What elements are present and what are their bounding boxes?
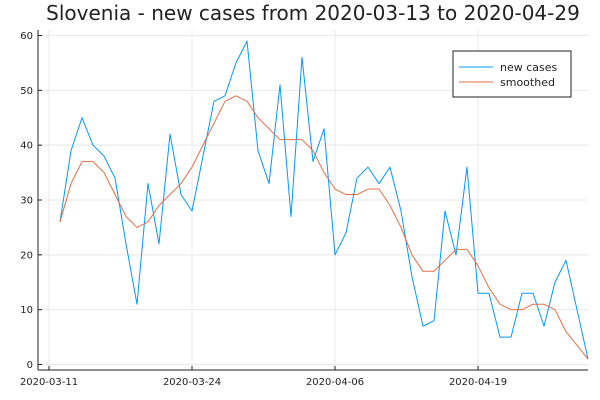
x-tick-label: 2020-03-24: [163, 377, 221, 388]
chart-title: Slovenia - new cases from 2020-03-13 to …: [46, 1, 580, 25]
x-tick-label: 2020-04-19: [449, 377, 507, 388]
legend-box: [452, 50, 572, 98]
x-tick-label: 2020-04-06: [306, 377, 364, 388]
legend-label: new cases: [500, 61, 558, 74]
series-lines: [59, 40, 589, 360]
series-line-smoothed: [59, 95, 589, 360]
legend: new cases smoothed: [452, 50, 572, 98]
x-tick-label: 2020-03-11: [20, 377, 78, 388]
y-tick-label: 50: [20, 86, 33, 97]
y-tick-label: 30: [20, 196, 33, 207]
y-tick-label: 40: [20, 141, 33, 152]
y-tick-label: 60: [20, 31, 33, 42]
tick-labels: 0 10 20 30 40 50 60 2020-03-11 2020-03-24 2020-04…: [20, 31, 507, 388]
y-tick-label: 10: [20, 305, 33, 316]
legend-label: smoothed: [500, 76, 555, 89]
y-tick-label: 0: [27, 360, 33, 371]
series-line-new-cases: [59, 40, 589, 360]
y-tick-label: 20: [20, 250, 33, 261]
